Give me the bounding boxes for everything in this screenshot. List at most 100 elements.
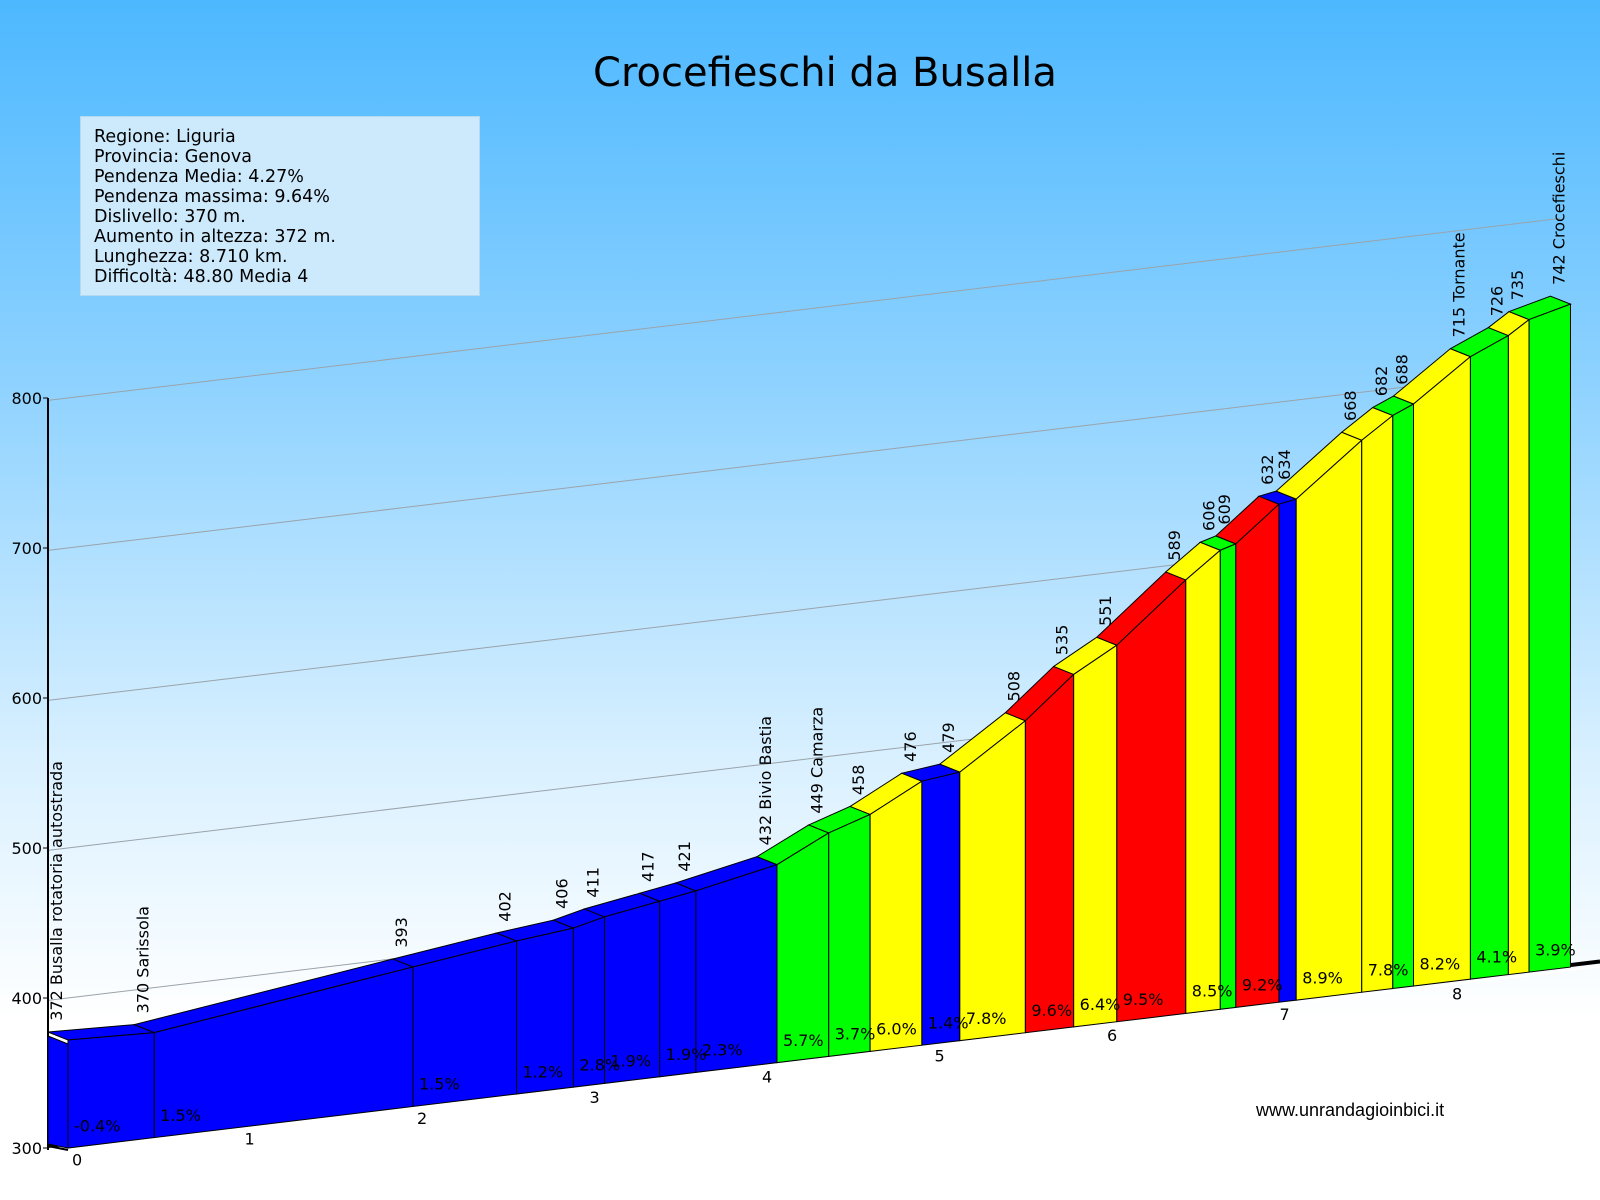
altitude-label: 393	[392, 917, 411, 948]
x-tick-label: 1	[245, 1130, 255, 1149]
grade-label: 1.5%	[419, 1075, 460, 1094]
profile-segment	[1185, 549, 1221, 1014]
altitude-label: 715 Tornante	[1449, 232, 1468, 337]
altitude-label: 417	[639, 851, 658, 882]
grade-label: 9.5%	[1123, 990, 1164, 1009]
grade-label: 8.2%	[1420, 954, 1461, 973]
profile-segment	[1528, 303, 1571, 973]
grade-label: 6.0%	[876, 1020, 917, 1039]
website-credit: www.unrandagioinbici.it	[1256, 1100, 1445, 1120]
grade-label: 8.9%	[1302, 968, 1343, 987]
altitude-label: 632	[1258, 454, 1277, 485]
profile-segment	[1295, 439, 1363, 1001]
grade-label: 8.5%	[1192, 982, 1233, 1001]
altitude-label: 458	[849, 765, 868, 796]
grade-label: 1.4%	[928, 1013, 969, 1032]
altitude-label: 609	[1215, 494, 1234, 525]
grade-label: 7.8%	[1368, 961, 1409, 980]
grade-label: 1.9%	[666, 1045, 707, 1064]
baseline-corner	[47, 1145, 69, 1151]
info-region: Regione: Liguria	[94, 127, 236, 147]
profile-segment	[921, 771, 961, 1046]
grade-label: 5.7%	[783, 1031, 824, 1050]
info-difficulty: Difficoltà: 48.80 Media 4	[94, 267, 309, 287]
grade-label: 1.5%	[160, 1106, 201, 1125]
y-tick-label: 300	[11, 1139, 42, 1158]
altitude-label: 688	[1393, 354, 1412, 385]
grade-label: 1.2%	[523, 1062, 564, 1081]
altitude-label: 479	[939, 722, 958, 753]
altitude-label: 372 Busalla rotatoria autostrada	[47, 761, 66, 1021]
profile-segment	[1219, 543, 1237, 1010]
info-max-grade: Pendenza massima: 9.64%	[94, 187, 330, 207]
y-tick-label: 500	[11, 839, 42, 858]
profile-segment	[1413, 355, 1471, 987]
info-province: Provincia: Genova	[94, 147, 252, 167]
profile-segment	[1278, 498, 1297, 1003]
altitude-label: 589	[1165, 530, 1184, 561]
x-tick-label: 8	[1452, 984, 1462, 1003]
floor-plane	[68, 965, 1600, 1152]
grade-label: 9.6%	[1031, 1001, 1072, 1020]
altitude-label: 668	[1341, 390, 1360, 421]
profile-segment	[1469, 334, 1509, 980]
profile-segment	[1116, 578, 1187, 1023]
profile-segment	[776, 832, 830, 1064]
altitude-label: 449 Camarza	[808, 707, 827, 814]
y-tick-label: 700	[11, 539, 42, 558]
grade-label: 4.1%	[1476, 947, 1517, 966]
x-tick-label: 2	[417, 1109, 427, 1128]
altitude-label: 634	[1275, 449, 1294, 480]
altitude-label: 535	[1053, 625, 1072, 656]
altitude-label: 476	[901, 731, 920, 762]
altitude-label: 551	[1096, 595, 1115, 626]
profile-segment	[869, 780, 923, 1052]
grade-label: 7.8%	[966, 1009, 1007, 1028]
chart-title: Crocefieschi da Busalla	[593, 50, 1057, 96]
profile-segment	[1361, 414, 1394, 993]
altitude-label: 606	[1199, 500, 1218, 531]
profile-segment	[1024, 673, 1075, 1034]
grade-label: 6.4%	[1080, 995, 1121, 1014]
altitude-label: 726	[1487, 286, 1506, 317]
grid-line-700	[47, 367, 1561, 551]
profile-segment	[1392, 403, 1414, 990]
altitude-label: 421	[675, 841, 694, 872]
grade-label: 3.9%	[1535, 940, 1576, 959]
altitude-label: 411	[583, 867, 602, 898]
x-tick-label: 4	[762, 1067, 772, 1086]
y-tick-label: 600	[11, 689, 42, 708]
altitude-label: 508	[1004, 671, 1023, 702]
profile-segment	[828, 813, 871, 1057]
info-length: Lunghezza: 8.710 km.	[94, 247, 288, 267]
altitude-label: 432 Bivio Bastia	[756, 716, 775, 845]
x-tick-label: 0	[72, 1151, 82, 1170]
x-tick-label: 6	[1107, 1026, 1117, 1045]
altitude-label: 402	[496, 891, 515, 922]
info-average-grade: Pendenza Media: 4.27%	[94, 167, 304, 187]
x-tick-label: 7	[1280, 1005, 1290, 1024]
grade-label: 2.3%	[702, 1041, 743, 1060]
y-tick-label: 400	[11, 989, 42, 1008]
grade-label: 9.2%	[1242, 976, 1283, 995]
grid-line-800	[47, 217, 1561, 401]
info-elevation-difference: Dislivello: 370 m.	[94, 207, 246, 227]
profile-block-side	[47, 1035, 69, 1149]
altitude-label: 370 Sarissola	[133, 906, 152, 1013]
profile-segment	[1073, 644, 1118, 1028]
x-tick-label: 5	[935, 1047, 945, 1066]
profile-segment	[1507, 318, 1530, 976]
x-tick-label: 3	[590, 1088, 600, 1107]
grade-label: -0.4%	[74, 1116, 120, 1135]
altitude-label: 406	[552, 878, 571, 909]
profile-segment	[1235, 503, 1280, 1008]
grade-label: 1.9%	[610, 1052, 651, 1071]
altitude-label: 682	[1372, 366, 1391, 397]
profile-segment	[959, 719, 1026, 1042]
grade-label: 2.8%	[579, 1055, 620, 1074]
altitude-label: 735	[1508, 270, 1527, 301]
grade-label: 3.7%	[835, 1025, 876, 1044]
climb-info-box: Regione: Liguria Provincia: Genova Pende…	[80, 116, 480, 296]
